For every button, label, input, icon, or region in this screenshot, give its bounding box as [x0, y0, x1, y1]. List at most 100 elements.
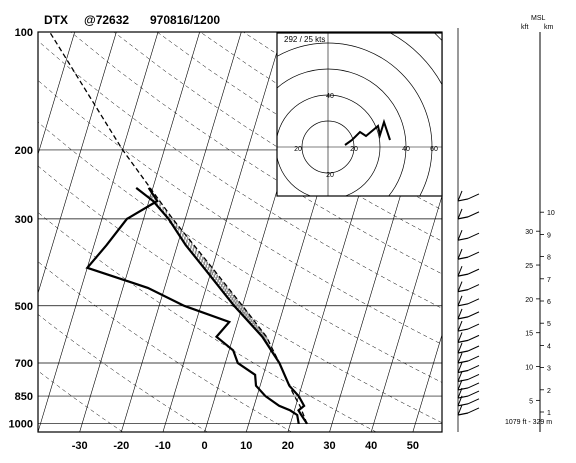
hodograph-ring-label: 20 — [294, 146, 302, 153]
barb-tail — [457, 265, 463, 277]
barb-tail — [457, 352, 463, 364]
plot-frame — [37, 31, 443, 433]
barb-flag — [467, 284, 480, 291]
kft-tick-label: 15 — [525, 331, 533, 338]
wind-barb — [457, 229, 480, 241]
wind-barb — [457, 281, 480, 293]
barb-tail — [457, 295, 463, 306]
temperature-tick-label: 0 — [202, 440, 208, 452]
dry-adiabat — [38, 261, 292, 432]
pressure-tick-label: 300 — [15, 214, 33, 226]
barb-shaft — [457, 316, 469, 320]
height-scale: MSL kft km 1079 ft - 329 m 1 2 3 4 5 6 7 8 9 10 5 1… — [505, 15, 555, 432]
pressure-tick-label: 850 — [15, 391, 33, 403]
hodograph-storm-label: 292 / 25 kts — [284, 35, 325, 44]
barb-tail — [457, 395, 463, 406]
barb-flag — [467, 355, 480, 362]
kft-tick-label: 25 — [525, 263, 533, 270]
hodograph-trace — [344, 118, 391, 146]
wind-barb — [457, 395, 480, 407]
dry-adiabat — [38, 314, 208, 432]
barb-shaft — [457, 273, 469, 277]
km-tick-label: 7 — [547, 277, 551, 284]
hodograph-ring-label: 20 — [350, 146, 358, 153]
temperature-tick-label: -10 — [155, 440, 171, 452]
wind-barb — [457, 362, 480, 374]
temperature-tick-label: -30 — [72, 440, 88, 452]
wind-barb — [457, 320, 480, 332]
dry-adiabat — [38, 212, 377, 432]
km-tick-label: 8 — [547, 255, 551, 262]
barb-flag — [467, 334, 480, 341]
chart-title: DTX @72632 970816/1200 — [44, 13, 220, 27]
hodograph-frame — [276, 32, 443, 197]
station-label: DTX — [44, 13, 68, 27]
isotherm — [38, 32, 75, 156]
temperature-tick-label: 10 — [240, 440, 252, 452]
wind-barb — [457, 208, 480, 220]
wind-barb — [457, 308, 480, 320]
isotherm — [0, 32, 33, 432]
barb-tail — [457, 387, 463, 399]
dry-adiabat — [38, 165, 442, 424]
wind-barb — [457, 371, 480, 383]
axes: 100 200 300 500 700 850 1000 -30 -20 -10 0 10 20 30 40… — [9, 27, 443, 452]
barb-shaft — [457, 256, 469, 260]
temperature-tick-label: 40 — [365, 440, 377, 452]
kft-tick-label: 30 — [525, 229, 533, 236]
barb-tail — [457, 379, 463, 391]
km-tick-label: 3 — [547, 366, 551, 373]
height-surface-label: 1079 ft - 329 m — [505, 419, 552, 426]
barb-flag — [467, 365, 480, 371]
isotherm — [454, 32, 574, 432]
barb-tail — [457, 190, 463, 202]
temperature-line — [135, 187, 308, 425]
barb-tail — [457, 342, 463, 354]
barb-flag — [467, 193, 480, 200]
pressure-tick-label: 1000 — [9, 419, 33, 431]
kft-tick-label: 10 — [525, 365, 533, 372]
barb-shaft — [457, 387, 469, 391]
height-km-label: km — [544, 24, 554, 31]
barb-tail — [457, 208, 463, 220]
wind-barb — [457, 190, 480, 202]
temperature-tick-label: 20 — [282, 440, 294, 452]
wind-barb — [457, 342, 480, 354]
kft-tick-label: 5 — [529, 398, 533, 405]
barb-flag — [467, 232, 480, 239]
temperature-tick-label: 30 — [323, 440, 335, 452]
barb-tail — [457, 229, 463, 241]
barb-flag — [467, 251, 480, 258]
parcel-line — [49, 31, 308, 424]
barb-shaft — [457, 403, 469, 407]
height-msl-label: MSL — [531, 15, 546, 22]
temperature-tick-label: 50 — [407, 440, 419, 452]
wind-barb — [457, 352, 480, 364]
dry-adiabat — [38, 121, 442, 383]
isotherm — [38, 32, 159, 432]
sounding-lines — [49, 31, 308, 425]
barb-flag — [467, 407, 480, 414]
isotherm — [38, 32, 117, 295]
hodograph-ring-label: 40 — [402, 146, 410, 153]
hodograph-ring-label: 60 — [430, 146, 438, 153]
barb-shaft — [457, 237, 469, 241]
barb-tail — [457, 281, 463, 292]
km-tick-label: 6 — [547, 299, 551, 306]
isotherm — [162, 32, 284, 432]
km-tick-label: 10 — [547, 210, 555, 217]
barb-flag — [467, 211, 480, 218]
barb-shaft — [457, 198, 469, 202]
temperature-tick-label: -20 — [113, 440, 129, 452]
wind-barb — [457, 387, 480, 399]
isotherm — [370, 194, 442, 432]
barb-tail — [457, 320, 463, 332]
barb-flag — [467, 298, 480, 305]
hodograph-ring-label: 20 — [326, 172, 334, 179]
km-tick-label: 9 — [547, 232, 551, 239]
barb-shaft — [457, 289, 469, 293]
kft-tick-label: 20 — [525, 297, 533, 304]
barb-tail — [457, 404, 463, 416]
